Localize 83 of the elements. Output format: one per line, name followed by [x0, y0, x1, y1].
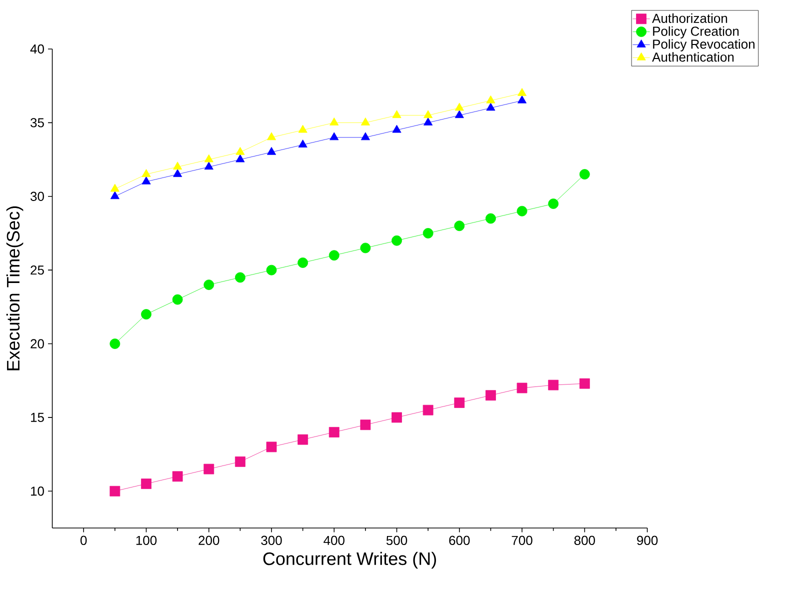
- point: [422, 228, 434, 238]
- y-tick-label: 25: [30, 265, 44, 275]
- point: [486, 213, 496, 224]
- point: [204, 464, 214, 474]
- point: [486, 390, 496, 401]
- point: [110, 184, 120, 192]
- point: [392, 235, 402, 246]
- point: [141, 478, 152, 489]
- point: [517, 95, 527, 104]
- point: [516, 206, 528, 216]
- point: [328, 427, 340, 438]
- legend-label: Policy Revocation: [653, 39, 754, 52]
- point: [110, 486, 120, 496]
- point: [266, 132, 276, 140]
- point: [204, 162, 214, 170]
- point: [454, 110, 464, 118]
- point: [110, 191, 120, 200]
- point: [579, 169, 590, 180]
- legend-label: Authentication: [652, 52, 734, 62]
- y-tick-label: 20: [30, 339, 44, 348]
- point: [330, 117, 339, 126]
- point: [142, 169, 151, 177]
- point: [141, 309, 152, 320]
- point: [110, 338, 120, 349]
- point: [173, 162, 182, 170]
- x-tick-label: 700: [512, 536, 532, 546]
- point: [360, 242, 371, 254]
- x-tick-label: 500: [386, 536, 408, 546]
- point: [548, 380, 559, 390]
- point: [424, 110, 433, 118]
- point: [454, 398, 465, 408]
- point: [328, 250, 340, 261]
- x-tick-label: 200: [198, 536, 220, 546]
- legend-label: Policy Creation: [653, 26, 739, 38]
- point: [204, 280, 214, 290]
- x-tick-label: 800: [574, 536, 595, 546]
- point: [298, 124, 308, 133]
- x-tick-label: 900: [637, 536, 658, 546]
- point: [392, 124, 402, 133]
- point: [173, 169, 182, 177]
- point: [454, 102, 464, 111]
- y-tick-label: 30: [30, 192, 44, 201]
- y-tick-label: 15: [31, 412, 44, 422]
- x-tick-label: 0: [80, 536, 87, 546]
- point: [234, 456, 246, 467]
- point: [298, 434, 308, 445]
- x-tick-label: 100: [136, 536, 157, 546]
- point: [236, 146, 245, 155]
- point: [424, 117, 433, 126]
- point: [266, 146, 276, 155]
- x-tick-label: 300: [261, 536, 282, 546]
- point: [486, 102, 496, 111]
- point: [298, 140, 308, 148]
- point: [204, 154, 214, 162]
- y-tick-label: 10: [31, 486, 44, 496]
- point: [516, 382, 528, 394]
- point: [486, 95, 496, 104]
- y-axis-title: Execution Time(Sec): [6, 206, 24, 370]
- point: [172, 294, 183, 305]
- x-tick-label: 600: [449, 536, 470, 546]
- point: [236, 154, 245, 162]
- x-axis-title: Concurrent Writes (N): [263, 552, 436, 569]
- legend-label: Authorization: [652, 13, 728, 23]
- point: [392, 412, 402, 423]
- point: [454, 220, 465, 232]
- point: [266, 264, 277, 276]
- point: [517, 88, 527, 96]
- point: [422, 404, 434, 416]
- point: [579, 378, 590, 389]
- point: [172, 471, 183, 482]
- point: [548, 198, 559, 209]
- point: [298, 258, 308, 268]
- point: [234, 272, 246, 283]
- point: [142, 176, 151, 184]
- point: [360, 132, 370, 140]
- point: [360, 420, 371, 430]
- y-tick-label: 40: [30, 44, 44, 54]
- point: [360, 117, 370, 126]
- y-tick-label: 35: [30, 118, 44, 128]
- point: [266, 442, 277, 452]
- point: [392, 110, 402, 118]
- point: [330, 132, 339, 140]
- x-tick-label: 400: [324, 536, 344, 546]
